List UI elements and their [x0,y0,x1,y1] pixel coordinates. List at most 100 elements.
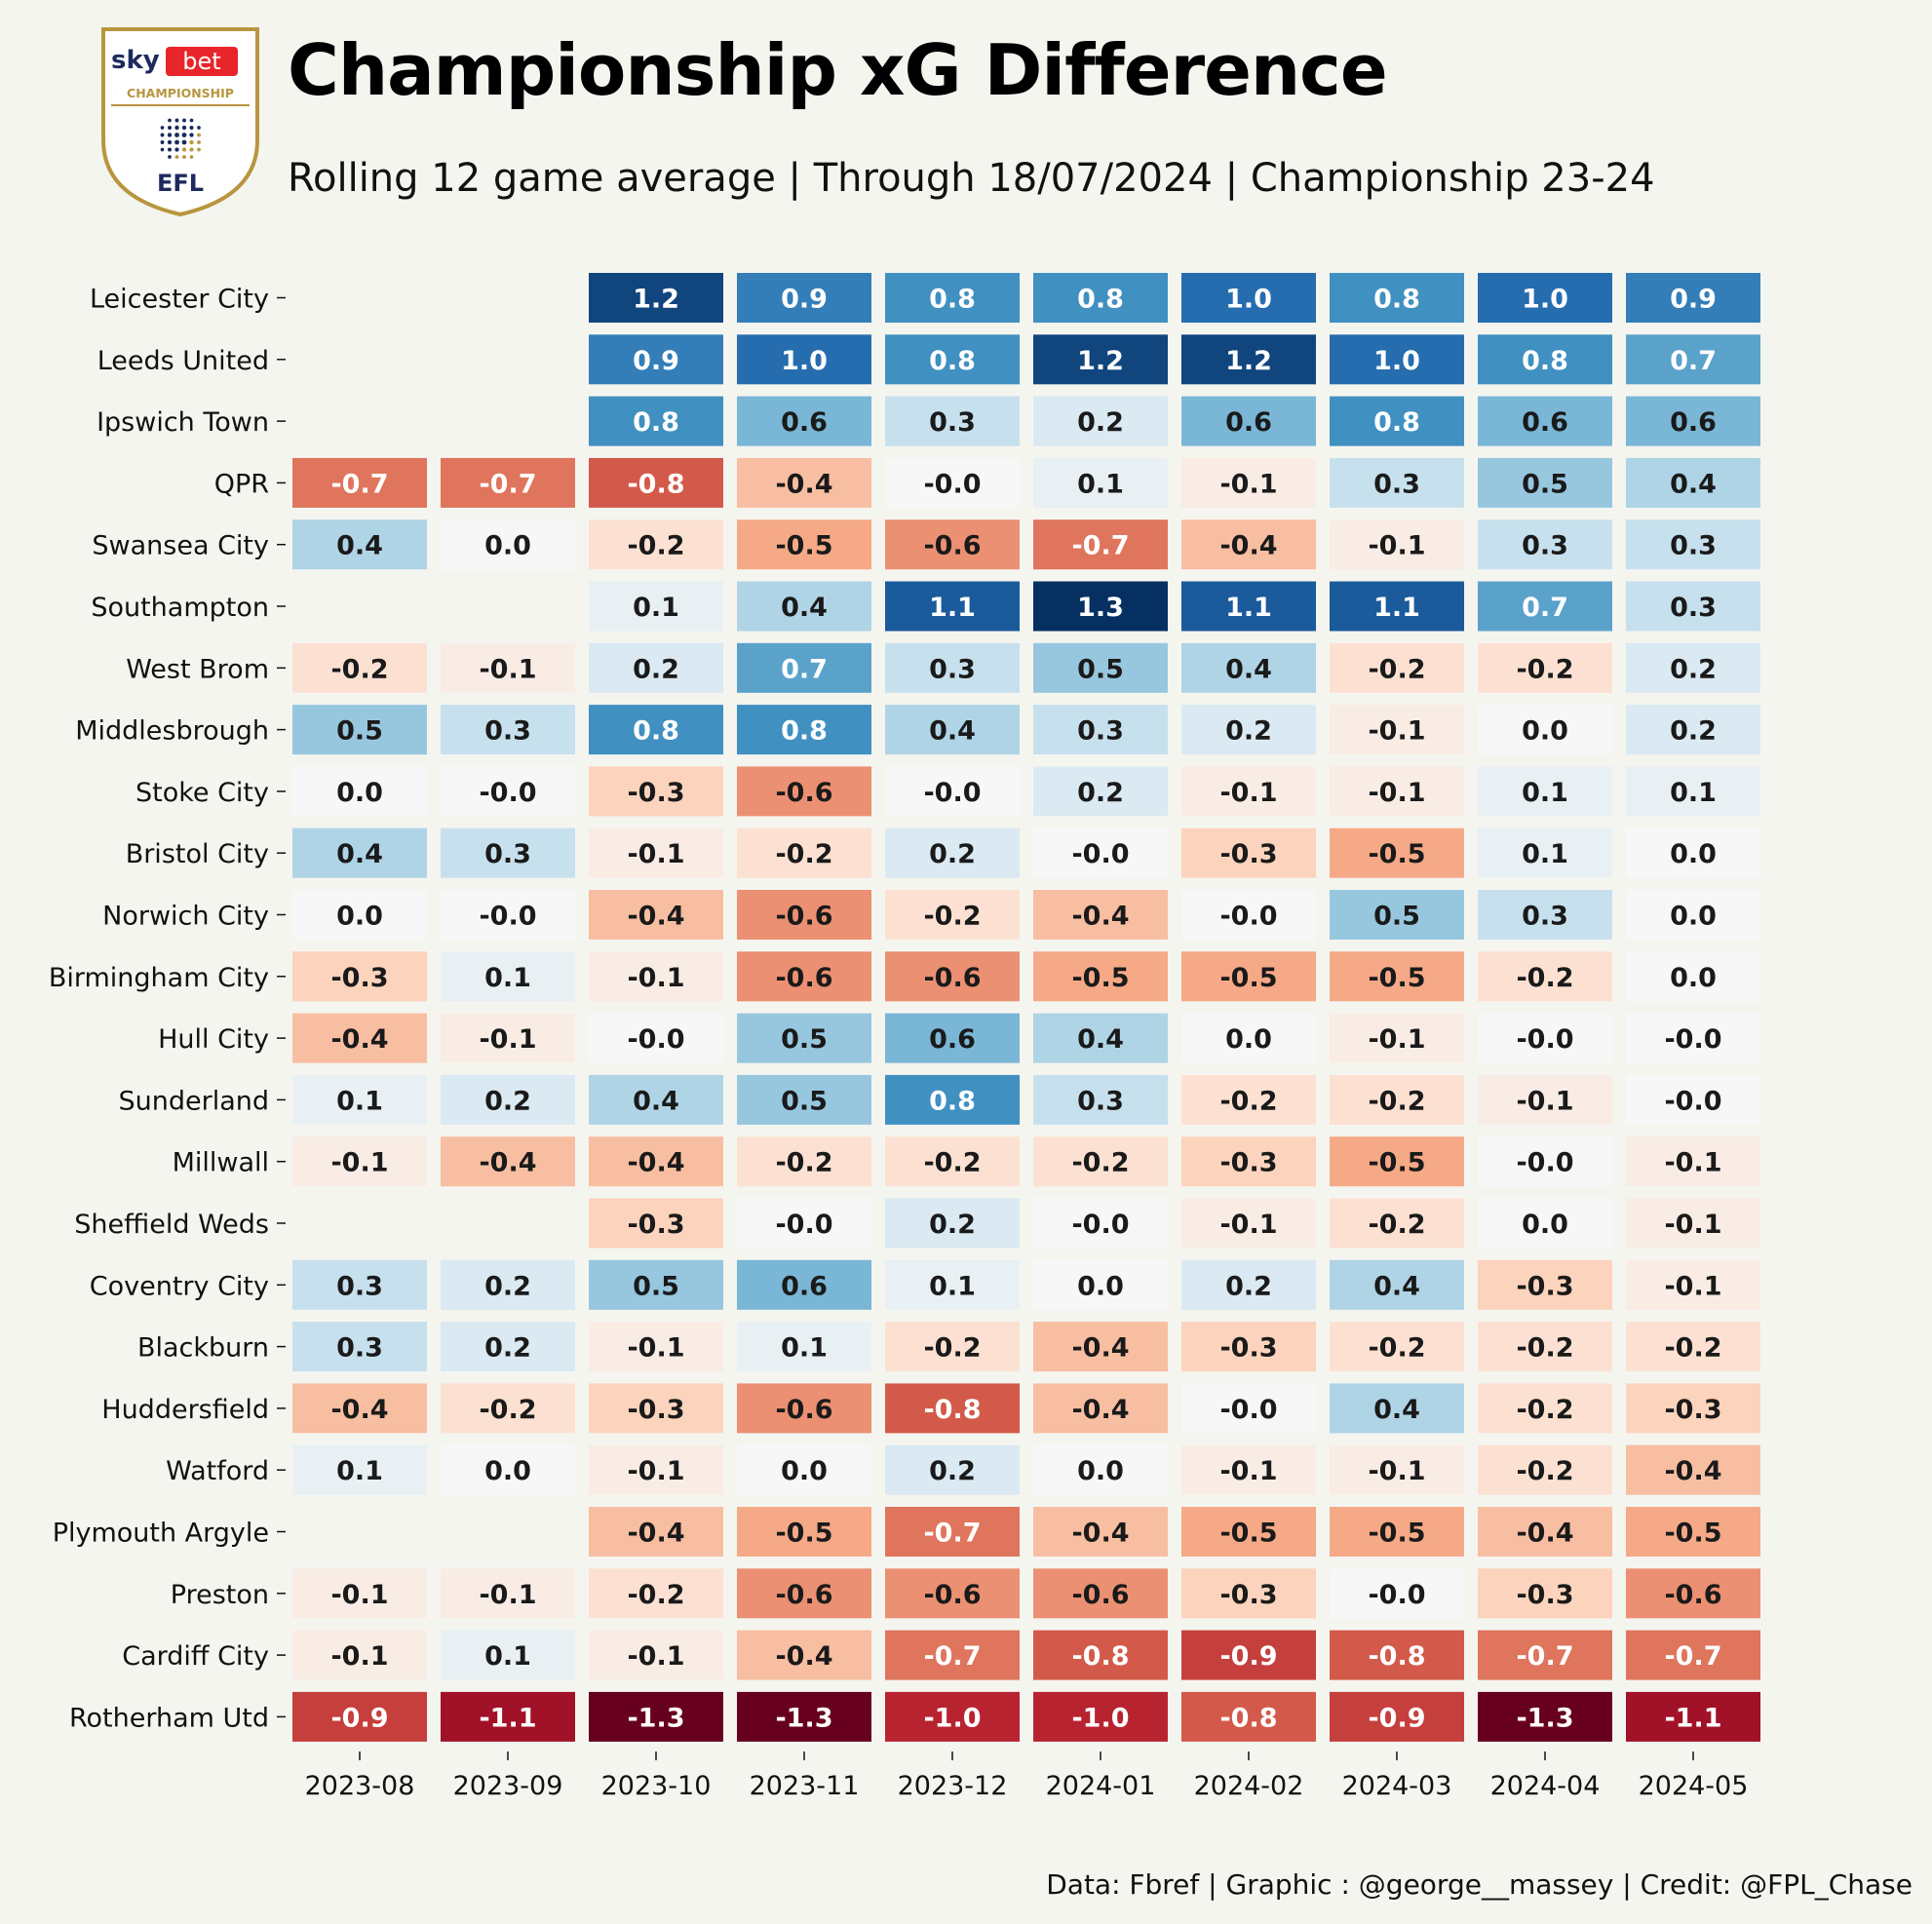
heatmap-cell [441,457,575,508]
cell-value-label: -0.1 [1368,1024,1425,1055]
heatmap-cell [1033,1444,1168,1495]
heatmap-cell [885,1198,1020,1249]
cell-value-label: 0.1 [1077,469,1124,499]
logo-dot [197,126,201,130]
heatmap-cell [885,642,1020,693]
cell-value-label: 0.5 [336,716,383,747]
cell-value-label: 0.1 [336,1086,383,1116]
cell-value-label: 0.6 [781,1271,828,1301]
cell-value-label: -0.2 [1516,1395,1573,1425]
heatmap-cell [885,273,1020,323]
cell-value-label: -0.5 [1071,963,1129,993]
cell-value-label: 0.0 [781,1456,828,1486]
logo-bet-box [166,47,238,76]
cell-value-label: 0.3 [1077,716,1124,747]
heatmap-cell [1626,334,1760,385]
cell-value-label: -0.1 [627,1456,684,1486]
heatmap-cell [737,334,871,385]
cell-value-label: -0.4 [1071,1519,1129,1549]
heatmap-cell [1478,519,1612,570]
heatmap-cell [1033,581,1168,632]
row-label: Blackburn [137,1333,269,1364]
heatmap-cell [1033,1259,1168,1310]
heatmap-cell [1181,1013,1316,1063]
cell-value-label: -0.2 [923,1333,981,1364]
cell-value-label: 0.3 [1077,1086,1124,1116]
cell-value-label: -0.4 [479,1148,536,1178]
heatmap-cell [1181,1322,1316,1372]
cell-value-label: -0.1 [330,1148,388,1178]
heatmap-cell [885,1074,1020,1125]
heatmap-cell [737,1136,871,1187]
cell-value-label: -0.0 [479,778,536,808]
row-label: Huddersfield [101,1395,269,1425]
cell-value-label: -0.0 [1664,1086,1721,1116]
heatmap-cell [1033,396,1168,446]
heatmap-cell [1181,1691,1316,1742]
cell-value-label: -0.4 [1516,1519,1573,1549]
logo-dot [197,140,201,144]
cell-value-label: 0.8 [1373,285,1420,315]
heatmap-cell [1478,827,1612,878]
heatmap-cell [292,1013,427,1063]
cell-value-label: -0.5 [1368,839,1425,869]
heatmap-cell [1626,519,1760,570]
heatmap-cell [441,1444,575,1495]
cell-value-label: -0.3 [627,778,684,808]
cell-value-label: -0.0 [923,469,981,499]
cell-value-label: -0.7 [479,469,536,499]
heatmap-cell [589,1568,723,1619]
cell-value-label: -0.3 [1664,1395,1721,1425]
cell-value-label: 1.2 [1077,346,1124,376]
row-label: Ipswich Town [97,407,269,438]
cell-value-label: 0.2 [484,1086,531,1116]
heatmap-cell [1033,890,1168,940]
cell-value-label: -0.1 [479,1580,536,1610]
heatmap-cell [1181,519,1316,570]
cell-value-label: 0.4 [633,1086,679,1116]
cell-value-label: -0.2 [1368,654,1425,684]
heatmap-cell [1181,273,1316,323]
heatmap-cell [441,890,575,940]
heatmap-cell [1181,642,1316,693]
cell-value-label: -0.2 [1516,963,1573,993]
cell-value-label: 0.4 [1225,654,1272,684]
logo-dot [189,139,194,145]
cell-value-label: -0.6 [923,963,981,993]
cell-value-label: 1.1 [1373,593,1420,623]
heatmap-cell [1181,890,1316,940]
heatmap-cell [1478,1507,1612,1557]
heatmap-cell [737,519,871,570]
heatmap-cell [737,581,871,632]
logo-dot [189,133,194,137]
cell-value-label: -0.4 [627,1519,684,1549]
heatmap-cell [1626,1383,1760,1434]
heatmap-cell [1478,1444,1612,1495]
logo-dot [174,118,179,123]
logo-sky-text: sky [111,46,160,75]
heatmap-cell [292,1259,427,1310]
cell-value-label: 0.9 [633,346,679,376]
heatmap-cell [292,1691,427,1742]
heatmap-cell [589,581,723,632]
cell-value-label: -0.4 [330,1395,388,1425]
heatmap-cell [737,1013,871,1063]
heatmap-cell [1033,642,1168,693]
heatmap-cell [1626,457,1760,508]
logo-dot [182,155,186,159]
cell-value-label: -0.3 [627,1395,684,1425]
cell-value-label: 0.3 [484,839,531,869]
heatmap-cell [737,1383,871,1434]
column-label: 2023-11 [750,1771,860,1801]
heatmap-cell [885,519,1020,570]
heatmap-cell [589,951,723,1002]
cell-value-label: 0.4 [336,531,383,561]
cell-value-label: -0.1 [479,1024,536,1055]
column-label: 2023-08 [305,1771,415,1801]
row-label: Middlesbrough [75,716,269,747]
logo-dot [174,133,179,137]
heatmap-cell [1478,457,1612,508]
logo-dot [160,133,165,137]
heatmap-cell [292,519,427,570]
heatmap-cell [1330,1383,1464,1434]
